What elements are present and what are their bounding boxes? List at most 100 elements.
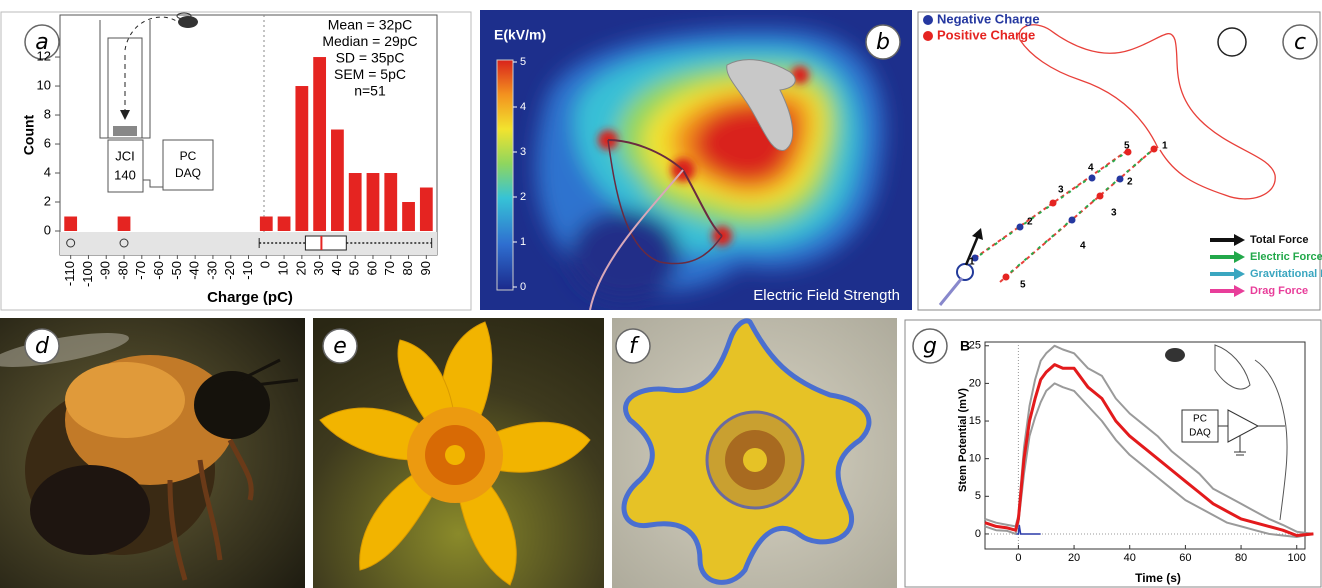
x-tick-label: 50 [347,261,362,275]
x-tick-label: -40 [187,261,202,280]
track-dot [1049,199,1057,207]
inset-text: DAQ [175,166,201,180]
x-tick-label: 40 [1124,552,1136,564]
inset-wire [143,179,163,188]
panel-label-circle [322,328,358,364]
colorbar-tick-label: 4 [520,101,526,113]
panel-label: e [333,334,347,359]
inset-bee [1165,348,1185,362]
x-tick-label: -10 [240,261,255,280]
y-tick-label: 0 [975,528,981,540]
bar [259,216,273,231]
force-legend-text: Drag Force [1250,285,1308,297]
track-dot [1116,175,1124,183]
force-legend-arrowhead [1234,268,1245,280]
x-tick-label: 20 [1068,552,1080,564]
panel-g: B Stem Potential (mV) Time (s) PC DAQ [904,319,1322,588]
x-tick-label: 20 [293,261,308,275]
y-tick-label: 6 [44,135,51,150]
y-tick-label: 25 [969,340,981,352]
force-legend-arrowhead [1234,234,1245,246]
bar [384,173,398,231]
panel-label: g [923,334,937,359]
track-label: 2 [1127,177,1133,188]
inset-arrowhead [120,110,130,120]
x-tick-label: -80 [115,261,130,280]
inset-text: PC [180,149,197,163]
annotation: Median = 29pC [322,33,417,49]
stem [938,277,964,306]
force-legend-arrowhead [1234,285,1245,297]
force-legend-text: Total Force [1250,234,1308,246]
bar [117,216,131,231]
panel-label: b [876,30,890,55]
x-tick-label: 80 [1235,552,1247,564]
track-dot [1088,174,1096,182]
y-tick-label: 2 [44,193,51,208]
force-arrow [964,235,980,266]
x-tick-label: -100 [80,261,95,287]
inset-text: PC [1193,414,1207,425]
inset-flight [124,16,179,51]
bar [295,86,309,231]
caption: Electric Field Strength [753,287,900,304]
x-tick-label: 10 [276,261,291,275]
panel-frame [917,11,1321,311]
track [999,147,1156,283]
y-tick-label: 15 [969,415,981,427]
x-tick-label: 100 [1288,552,1306,564]
plot-frame [984,341,1306,550]
x-tick-label: -110 [62,261,77,286]
panel-frame [904,319,1322,588]
track-dot [1068,216,1076,224]
y-axis-label: Count [21,114,37,155]
panel-label: c [1294,30,1306,55]
x-tick-label: 60 [364,261,379,275]
y-tick-label: 12 [37,48,51,63]
bar [419,187,433,231]
flight-path [1018,24,1276,200]
force-arrowhead [972,228,983,240]
track-labels: 1 2 3 4 5 5 4 3 2 1 [969,141,1168,291]
bar [366,173,380,231]
force-legend-text: Electric Force [1250,251,1322,263]
y-tick-label: 5 [975,490,981,502]
bar [402,202,415,231]
antenna [239,358,299,387]
track-dot [1016,223,1024,231]
legend-text: Negative Charge [937,11,1040,26]
panel-label-circle [24,328,60,364]
annotation: Mean = 32pC [328,17,412,33]
panel-label-circle [865,24,901,60]
x-tick-label: 70 [382,261,397,275]
bee-fur [65,362,185,438]
sub-panel-letter: B [960,338,970,354]
y-tick-label: 10 [969,453,981,465]
inset-text: JCI [115,148,135,163]
x-tick-label: -70 [133,261,148,280]
panel-label-circle [912,328,948,364]
inset-device [107,139,144,193]
heat-layer [570,210,680,300]
x-tick-label: -60 [151,261,166,280]
bee-marker [956,263,974,281]
panel-label: d [35,334,50,359]
bee-tail [30,465,150,555]
x-axis-label: Time (s) [1135,571,1181,585]
track-label: 4 [1080,241,1086,252]
colorbar-tick-label: 1 [520,236,526,248]
colorbar-ticks: 0 1 2 3 4 5 [513,56,526,293]
track-label: 2 [1027,217,1033,228]
y-tick-label: 0 [44,222,51,237]
inset-text: DAQ [1189,428,1211,439]
outlier [119,238,129,248]
colorbar-tick-label: 5 [520,56,526,68]
colorbar [496,59,514,291]
panel-e [313,318,604,588]
stem [607,139,723,265]
annotation: n=51 [354,83,386,99]
x-tick-label: -50 [169,261,184,280]
colorbar-tick-label: 2 [520,191,526,203]
stimulus [1015,524,1041,535]
stem [682,169,723,237]
